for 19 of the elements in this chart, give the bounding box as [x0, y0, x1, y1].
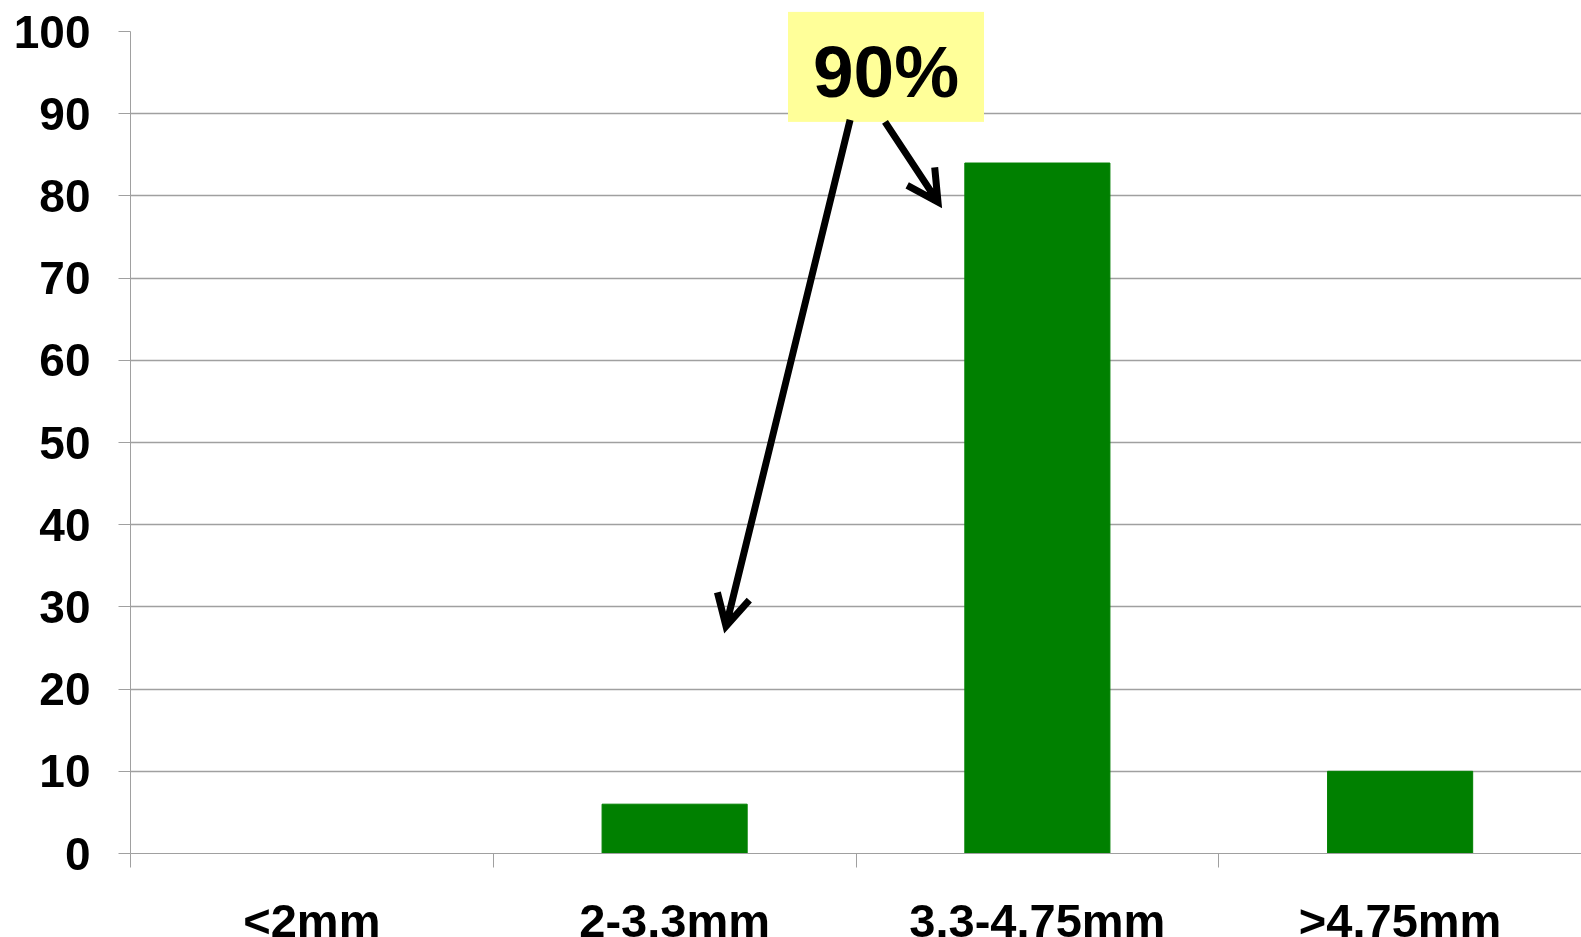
y-tick-label: 0 [64, 827, 91, 880]
x-tick-label: >4.75mm [1298, 893, 1502, 937]
y-tick-label: 70 [39, 252, 91, 305]
bar [601, 803, 748, 854]
annotation: 90% [812, 31, 960, 113]
x-tick-label: <2mm [243, 893, 381, 937]
y-tick-label: 20 [39, 663, 91, 716]
y-tick-label: 60 [39, 334, 91, 387]
y-tick-label: 80 [39, 169, 91, 222]
x-tick-label: 2-3.3mm [579, 893, 770, 937]
y-tick-label: 30 [39, 580, 91, 633]
y-tick-label: 100 [13, 5, 91, 58]
y-tick-label: 10 [39, 745, 91, 798]
x-tick-label: 3.3-4.75mm [909, 893, 1166, 937]
y-tick-label: 90 [39, 87, 91, 140]
y-tick-label: 50 [39, 416, 91, 469]
y-tick-label: 40 [39, 498, 91, 551]
bar [964, 162, 1111, 854]
bar [1327, 770, 1474, 854]
